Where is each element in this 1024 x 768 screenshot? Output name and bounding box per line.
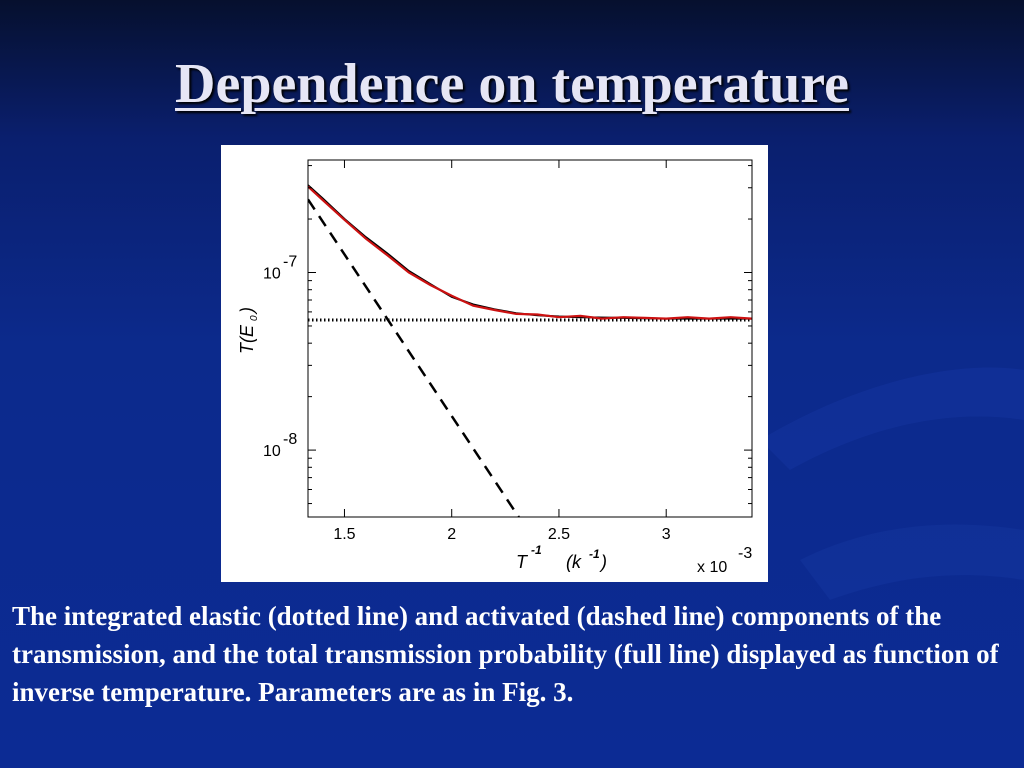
- y-axis-label: T(E: [237, 324, 257, 354]
- x-multiplier: x 10: [697, 559, 727, 576]
- y-axis-label-subscript: 0: [249, 315, 260, 321]
- y-axis-label-group: T(E 0): [237, 307, 260, 354]
- x-tick-label: 3: [662, 526, 671, 543]
- figure-caption: The integrated elastic (dotted line) and…: [12, 601, 999, 707]
- y-tick-exponent: -7: [283, 253, 297, 270]
- y-tick-exponent: -8: [283, 431, 297, 448]
- chart-svg: 1.5 2 2.5 310-710-8T-1(k -1) x 10-3T(E0): [237, 159, 753, 576]
- x-axis-label: T: [516, 552, 529, 572]
- x-tick-label: 1.5: [333, 526, 355, 543]
- y-axis-label-close: ): [237, 307, 257, 315]
- y-tick-label: 10: [263, 265, 281, 282]
- series-line-solid-2: [308, 184, 752, 320]
- x-axis-unit-exponent: -1: [589, 547, 600, 561]
- x-axis-label-exponent: -1: [531, 543, 542, 557]
- plot-frame: [307, 159, 753, 518]
- series-line-dashed-1: [308, 198, 521, 517]
- x-axis-unit-close: ): [599, 552, 607, 572]
- x-tick-label: 2.5: [548, 526, 570, 543]
- x-multiplier-exponent: -3: [738, 545, 752, 562]
- chart-figure: 1.5 2 2.5 3 10 -7 10 -8 T -1 (k -1) x 10 -3 T(E 0): [221, 145, 768, 582]
- x-tick-label: 2: [447, 526, 456, 543]
- series-line-solid-3: [308, 185, 752, 320]
- y-tick-label: 10: [263, 443, 281, 460]
- x-axis-unit: (k: [566, 552, 582, 572]
- slide-title: Dependence on temperature: [175, 53, 849, 115]
